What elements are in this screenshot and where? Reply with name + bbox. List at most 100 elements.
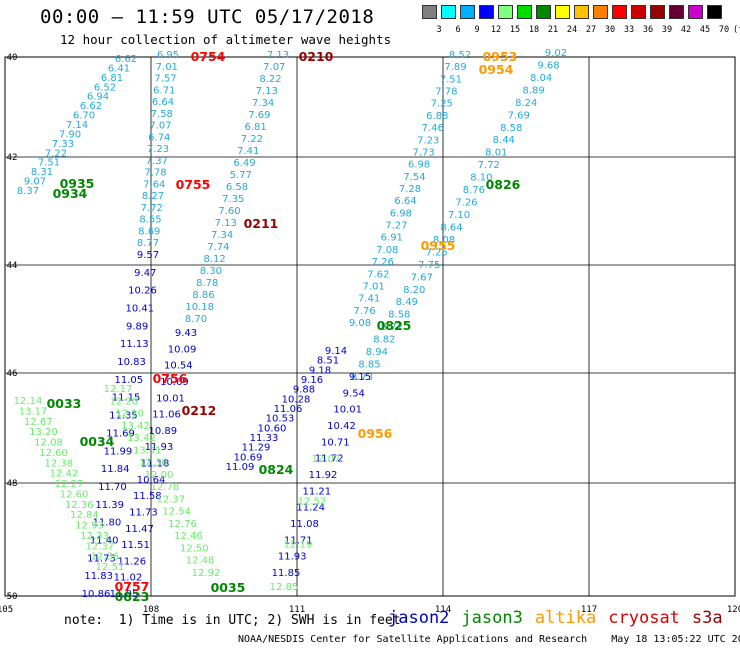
wave-height-value: 12.36 (139, 458, 168, 469)
latitude-tick: 48 (7, 479, 18, 489)
wave-height-value: 11.05 (114, 375, 143, 386)
footnote: note: 1) Time is in UTC; 2) SWH is in fe… (64, 613, 401, 628)
pass-time-label: 0210 (299, 49, 334, 64)
wave-height-value: 12.27 (55, 479, 84, 490)
wave-height-value: 11.92 (309, 470, 338, 481)
wave-height-value: 8.86 (192, 290, 214, 301)
wave-height-value: 7.72 (478, 160, 500, 171)
wave-height-value: 7.25 (425, 247, 447, 258)
wave-height-value: 13.31 (133, 445, 162, 456)
legend-cryosat: cryosat (608, 608, 680, 628)
wave-height-value: 11.24 (296, 503, 325, 514)
legend-jason2: jason2 (388, 608, 450, 628)
scale-swatch (479, 5, 494, 19)
pass-time-label: 0826 (486, 177, 521, 192)
wave-height-value: 6.98 (390, 208, 412, 219)
wave-height-value: 6.71 (153, 85, 175, 96)
wave-height-value: 7.60 (218, 206, 240, 217)
pass-time-label: 0935 (60, 176, 95, 191)
scale-label: 42 (680, 25, 692, 35)
wave-height-value: 11.83 (84, 571, 113, 582)
wave-height-value: 11.39 (95, 500, 124, 511)
wave-height-value: 8.82 (373, 335, 395, 346)
wave-height-value: 12.78 (151, 482, 180, 493)
wave-height-value: 11.69 (106, 428, 135, 439)
wave-height-value: 9.16 (301, 375, 323, 386)
wave-height-value: 11.72 (315, 454, 344, 465)
pass-time-label: 0934 (53, 186, 88, 201)
pass-time-label: 0034 (80, 434, 115, 449)
pass-time-label: 0035 (211, 580, 246, 595)
scale-swatch (517, 5, 532, 19)
wave-height-value: 9.89 (126, 321, 148, 332)
wave-height-value: 6.95 (157, 50, 179, 61)
wave-height-value: 10.69 (234, 452, 263, 463)
scale-label: 45 (699, 25, 711, 35)
wave-height-value: 6.64 (394, 196, 416, 207)
wave-height-value: 8.73 (351, 372, 373, 383)
wave-height-value: 6.62 (115, 54, 137, 65)
pass-time-label: 0956 (358, 426, 393, 441)
wave-height-value: 11.51 (121, 540, 150, 551)
wave-height-value: 7.67 (411, 272, 433, 283)
legend-altika: altika (534, 608, 597, 628)
wave-height-value: 12.17 (104, 384, 133, 395)
scale-swatch (536, 5, 551, 19)
wave-height-value: 8.78 (196, 278, 218, 289)
wave-height-value: 8.55 (139, 215, 161, 226)
wave-height-value: 9.47 (134, 268, 156, 279)
longitude-tick: 108 (143, 605, 159, 615)
pass-time-label: 0033 (47, 396, 82, 411)
longitude-tick: 114 (435, 605, 451, 615)
wave-height-value: 7.23 (147, 144, 169, 155)
wave-height-value: 6.52 (94, 82, 116, 93)
wave-height-value: 11.84 (101, 464, 130, 475)
wave-height-value: 11.70 (98, 482, 127, 493)
scale-swatch (555, 5, 570, 19)
wave-height-value: 7.54 (403, 172, 425, 183)
wave-height-value: 7.76 (353, 306, 375, 317)
wave-height-value: 9.02 (545, 48, 567, 59)
wave-height-value: 7.57 (154, 74, 176, 85)
wave-height-value: 7.26 (372, 257, 394, 268)
wave-height-value: 7.90 (59, 129, 81, 140)
wave-height-value: 12.00 (145, 470, 174, 481)
pass-time-label: 0757 (115, 579, 150, 594)
wave-height-value: 12.38 (44, 458, 73, 469)
wave-height-value: 10.69 (160, 377, 189, 388)
wave-height-value: 7.26 (455, 198, 477, 209)
wave-height-value: 8.72 (381, 322, 403, 333)
wave-height-value: 8.30 (200, 266, 222, 277)
wave-height-value: 6.88 (426, 111, 448, 122)
wave-height-value: 8.22 (259, 74, 281, 85)
wave-height-value: 12.37 (85, 541, 114, 552)
wave-height-value: 7.01 (156, 62, 178, 73)
wave-height-value: 13.42 (121, 421, 150, 432)
wave-height-value: 11.05 (110, 589, 139, 600)
wave-height-value: 7.13 (256, 86, 278, 97)
wave-height-value: 8.70 (185, 314, 207, 325)
wave-height-value: 9.07 (24, 177, 46, 188)
latitude-tick: 40 (7, 53, 18, 63)
wave-height-value: 12.19 (284, 539, 313, 550)
wave-height-value: 11.73 (87, 553, 116, 564)
wave-height-value: 9.15 (349, 372, 371, 383)
wave-height-value: 9.57 (137, 250, 159, 261)
pass-time-label: 0212 (182, 403, 217, 418)
wave-height-value: 6.98 (408, 160, 430, 171)
wave-height-value: 12.10 (115, 409, 144, 420)
wave-height-value: 10.01 (333, 405, 362, 416)
wave-height-value: 11.06 (274, 404, 303, 415)
pass-time-label: 0755 (176, 177, 211, 192)
wave-height-value: 8.08 (433, 235, 455, 246)
wave-height-value: 8.01 (485, 148, 507, 159)
wave-height-value: 7.35 (222, 194, 244, 205)
latitude-tick: 42 (7, 153, 18, 163)
wave-height-value: 12.54 (162, 507, 191, 518)
wave-height-value: 8.04 (530, 73, 552, 84)
wave-height-value: 11.99 (104, 446, 133, 457)
wave-height-value: 12.36 (65, 500, 94, 511)
wave-height-value: 12.52 (298, 497, 327, 508)
wave-height-value: 9.18 (309, 365, 331, 376)
